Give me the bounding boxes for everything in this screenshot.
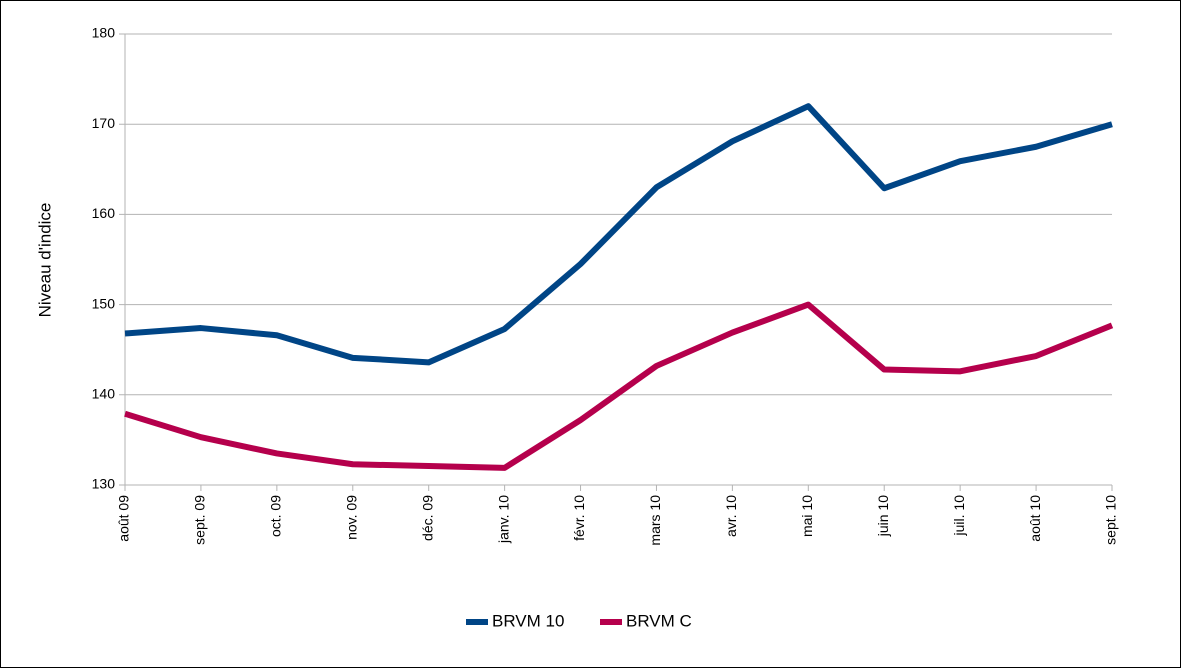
y-tick-label: 130 <box>92 476 116 492</box>
x-tick-label: mai 10 <box>799 495 815 537</box>
x-tick-label: nov. 09 <box>343 495 359 540</box>
x-tick-label: mars 10 <box>647 495 663 546</box>
x-tick-label: août 10 <box>1027 495 1043 542</box>
x-tick-label: sept. 10 <box>1103 495 1119 545</box>
series-line <box>124 103 1113 366</box>
y-tick-label: 160 <box>92 205 116 221</box>
x-tick-label: juin 10 <box>875 495 891 537</box>
y-tick-label: 170 <box>92 115 116 131</box>
x-tick-label: déc. 09 <box>419 495 435 541</box>
y-tick-label: 140 <box>92 386 116 402</box>
x-tick-label: oct. 09 <box>268 495 284 537</box>
y-tick-label: 150 <box>92 295 116 311</box>
y-tick-label: 180 <box>92 25 116 41</box>
x-tick-label: juil. 10 <box>951 495 967 537</box>
x-tick-label: févr. 10 <box>571 495 587 541</box>
x-tick-label: avr. 10 <box>723 495 739 537</box>
series-line <box>124 301 1114 471</box>
legend-label: BRVM 10 <box>492 611 564 630</box>
x-tick-label: sept. 09 <box>192 495 208 545</box>
x-tick-label: janv. 10 <box>495 495 511 544</box>
legend-label: BRVM C <box>626 611 692 630</box>
x-tick-label: août 09 <box>116 495 132 542</box>
y-axis-title: Niveau d'indice <box>35 203 54 318</box>
